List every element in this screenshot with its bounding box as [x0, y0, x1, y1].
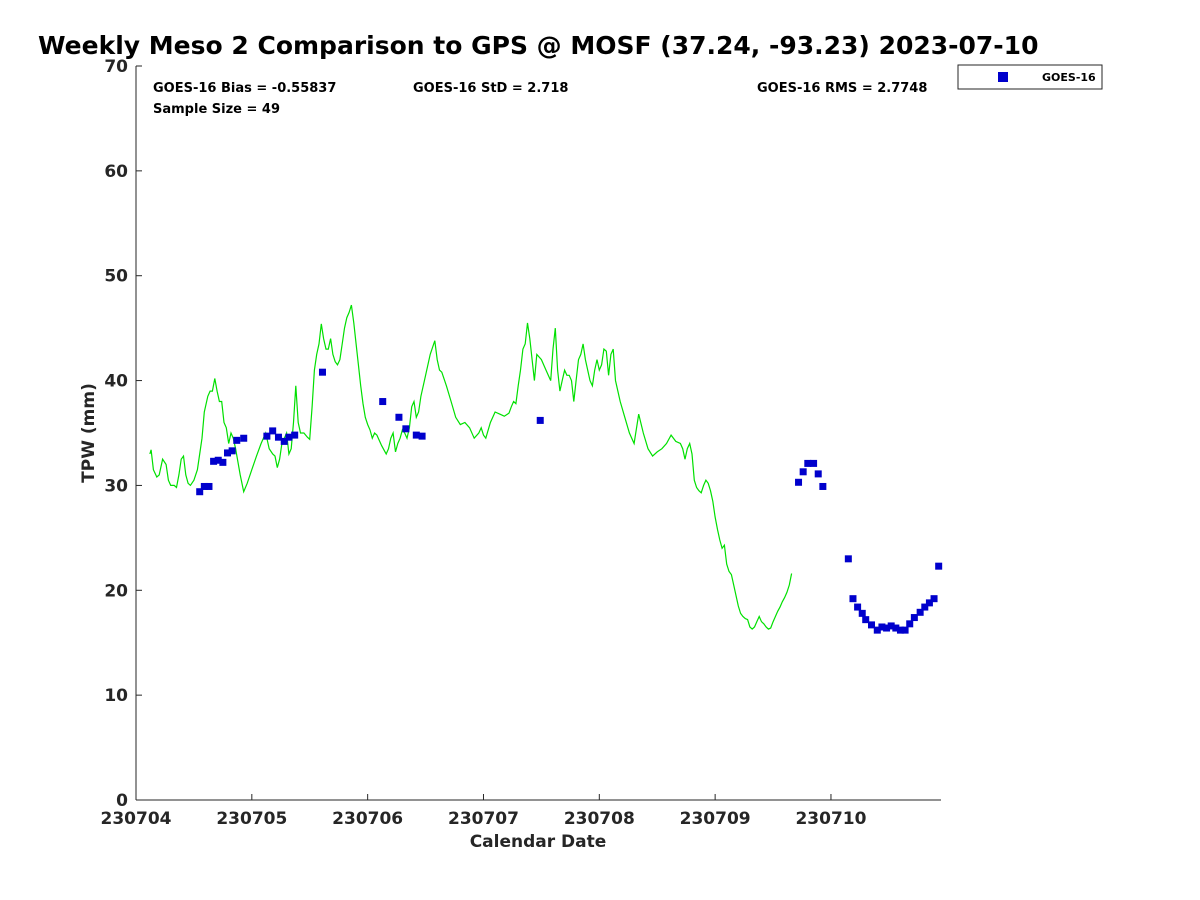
goes16-point — [280, 437, 288, 445]
goes16-point — [901, 626, 909, 634]
goes16-point — [916, 608, 924, 616]
rms-stat: GOES-16 RMS = 2.7748 — [757, 81, 927, 96]
goes16-point — [224, 449, 232, 457]
legend-label: GOES-16 — [1042, 71, 1096, 84]
goes16-point — [291, 431, 299, 439]
goes16-point — [379, 398, 387, 406]
goes16-point — [862, 616, 870, 624]
goes16-point — [810, 459, 818, 467]
goes16-point — [269, 427, 277, 435]
goes16-point — [892, 624, 900, 632]
goes16-point — [219, 458, 227, 466]
bias-stat: GOES-16 Bias = -0.55837 — [153, 81, 336, 96]
goes16-point — [200, 482, 208, 490]
goes16-point — [233, 436, 241, 444]
goes16-point — [814, 470, 822, 478]
goes16-point — [883, 624, 891, 632]
chart-title: Weekly Meso 2 Comparison to GPS @ MOSF (… — [38, 31, 1038, 60]
x-tick-label: 230708 — [564, 809, 635, 829]
goes16-point — [858, 609, 866, 617]
x-axis-ticks: 230704 230705 230706 230707 230708 230709 2307… — [101, 794, 867, 829]
y-tick-label: 30 — [104, 476, 128, 496]
goes16-point — [925, 599, 933, 607]
goes16-point — [935, 562, 943, 570]
sample-size-stat: Sample Size = 49 — [153, 102, 280, 117]
goes16-point — [795, 478, 803, 486]
legend: GOES-16 — [957, 64, 1103, 90]
goes16-point — [318, 368, 326, 376]
goes16-point — [205, 482, 213, 490]
plot-area — [136, 66, 941, 800]
goes16-point — [214, 456, 222, 464]
y-axis-label: TPW (mm) — [79, 383, 99, 483]
goes16-point — [274, 433, 282, 441]
goes16-point — [910, 614, 918, 622]
gps-series — [149, 304, 793, 630]
x-tick-label: 230705 — [216, 809, 287, 829]
goes16-point — [285, 433, 293, 441]
goes16-point — [804, 459, 812, 467]
x-axis-label: Calendar Date — [470, 832, 607, 852]
goes16-point — [887, 622, 895, 630]
goes16-point — [418, 432, 426, 440]
goes16-point — [395, 413, 403, 421]
goes16-point — [196, 488, 204, 496]
goes16-point — [921, 603, 929, 611]
x-tick-label: 230706 — [332, 809, 403, 829]
x-tick-label: 230710 — [795, 809, 866, 829]
goes16-point — [906, 620, 914, 628]
goes16-point — [536, 416, 544, 424]
y-tick-label: 10 — [104, 686, 128, 706]
goes16-point — [873, 626, 881, 634]
goes16-point — [240, 434, 248, 442]
goes16-point — [402, 425, 410, 433]
legend-marker-icon — [998, 72, 1008, 82]
goes16-point — [228, 447, 236, 455]
goes16-point — [868, 621, 876, 629]
goes16-point — [878, 623, 886, 631]
goes16-series — [196, 368, 943, 634]
goes16-point — [844, 555, 852, 563]
goes16-point — [819, 482, 827, 490]
goes16-point — [896, 626, 904, 634]
goes16-point — [849, 595, 857, 603]
y-axis-ticks: 0 10 20 30 40 50 60 70 — [104, 57, 142, 811]
goes16-point — [799, 468, 807, 476]
y-tick-label: 50 — [104, 267, 128, 287]
y-tick-label: 0 — [116, 791, 128, 811]
x-tick-label: 230709 — [680, 809, 751, 829]
goes16-point — [854, 603, 862, 611]
goes16-point — [210, 457, 218, 465]
y-tick-label: 40 — [104, 372, 128, 392]
std-stat: GOES-16 StD = 2.718 — [413, 81, 568, 96]
y-tick-label: 70 — [104, 57, 128, 77]
y-tick-label: 20 — [104, 581, 128, 601]
x-tick-label: 230707 — [448, 809, 519, 829]
legend-box — [957, 64, 1103, 90]
goes16-point — [930, 595, 938, 603]
goes16-point — [263, 432, 271, 440]
x-tick-label: 230704 — [101, 809, 172, 829]
gps-tpw-line — [149, 304, 793, 630]
y-tick-label: 60 — [104, 162, 128, 182]
goes16-point — [412, 431, 420, 439]
